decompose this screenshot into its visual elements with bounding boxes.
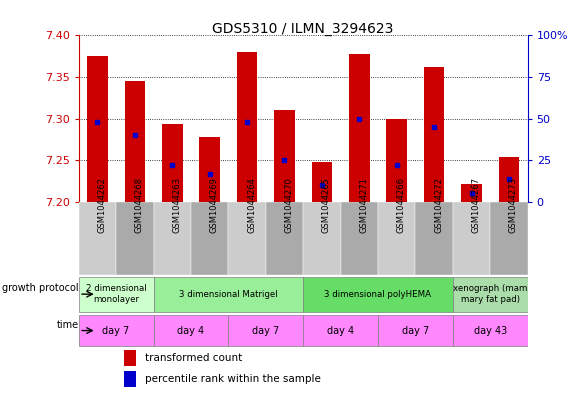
Bar — [349, 54, 370, 202]
Text: 3 dimensional polyHEMA: 3 dimensional polyHEMA — [325, 290, 431, 299]
Bar — [79, 315, 153, 346]
Text: GSM1044267: GSM1044267 — [472, 178, 480, 233]
Bar — [340, 202, 378, 275]
Bar — [387, 119, 407, 202]
Bar — [153, 277, 303, 312]
Bar — [79, 202, 116, 275]
Text: day 43: day 43 — [473, 325, 507, 336]
Bar — [153, 202, 191, 275]
Text: day 4: day 4 — [177, 325, 205, 336]
Text: GSM1044268: GSM1044268 — [135, 178, 144, 233]
Text: GSM1044266: GSM1044266 — [396, 178, 406, 233]
Bar — [415, 202, 453, 275]
Text: 2 dimensional
monolayer: 2 dimensional monolayer — [86, 285, 146, 304]
Bar — [274, 110, 295, 202]
Text: day 7: day 7 — [103, 325, 130, 336]
Text: GSM1044273: GSM1044273 — [509, 178, 518, 233]
Text: GDS5310 / ILMN_3294623: GDS5310 / ILMN_3294623 — [212, 22, 394, 36]
Bar — [87, 56, 108, 202]
Bar — [378, 315, 453, 346]
Bar — [424, 67, 444, 202]
Bar — [461, 184, 482, 202]
Bar — [191, 202, 229, 275]
Bar — [162, 125, 182, 202]
Text: GSM1044262: GSM1044262 — [97, 178, 107, 233]
Bar — [453, 277, 528, 312]
Text: day 4: day 4 — [327, 325, 354, 336]
Bar — [490, 202, 528, 275]
Text: GSM1044270: GSM1044270 — [285, 178, 293, 233]
Text: time: time — [57, 320, 79, 331]
Bar — [116, 202, 153, 275]
Bar — [237, 52, 257, 202]
Bar — [266, 202, 303, 275]
Bar — [79, 277, 153, 312]
Bar — [303, 202, 340, 275]
Bar — [303, 277, 453, 312]
Text: GSM1044271: GSM1044271 — [359, 178, 368, 233]
Bar — [498, 157, 519, 202]
Bar — [229, 202, 266, 275]
Text: day 7: day 7 — [402, 325, 429, 336]
Text: GSM1044272: GSM1044272 — [434, 178, 443, 233]
Text: xenograph (mam
mary fat pad): xenograph (mam mary fat pad) — [453, 285, 528, 304]
Bar — [303, 315, 378, 346]
Bar — [124, 351, 136, 366]
Bar — [124, 371, 136, 387]
Text: GSM1044263: GSM1044263 — [172, 178, 181, 233]
Text: transformed count: transformed count — [145, 353, 243, 363]
Bar — [378, 202, 415, 275]
Bar — [453, 202, 490, 275]
Text: GSM1044264: GSM1044264 — [247, 178, 256, 233]
Text: GSM1044265: GSM1044265 — [322, 178, 331, 233]
Text: day 7: day 7 — [252, 325, 279, 336]
Text: percentile rank within the sample: percentile rank within the sample — [145, 374, 321, 384]
Bar — [199, 137, 220, 202]
Text: 3 dimensional Matrigel: 3 dimensional Matrigel — [179, 290, 278, 299]
Text: GSM1044269: GSM1044269 — [210, 178, 219, 233]
Text: growth protocol: growth protocol — [2, 283, 79, 293]
Bar — [453, 315, 528, 346]
Bar — [229, 315, 303, 346]
Bar — [125, 81, 145, 202]
Bar — [311, 162, 332, 202]
Bar — [153, 315, 229, 346]
